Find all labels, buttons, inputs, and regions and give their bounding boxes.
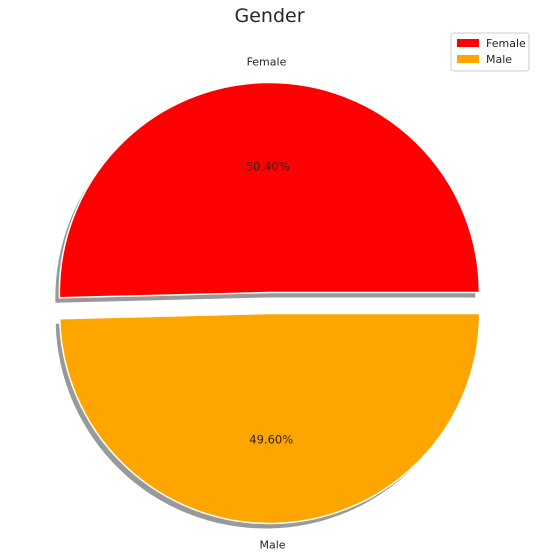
legend-swatch-male: [457, 55, 479, 63]
chart-title: Gender: [234, 5, 304, 27]
pie-slices: [58, 81, 481, 525]
slice-percent-female: 50.40%: [246, 160, 290, 174]
legend-swatch-female: [457, 39, 479, 47]
legend-label-female: Female: [486, 37, 526, 50]
legend: Female Male: [450, 32, 530, 72]
pie-labels: Female 50.40% Male 49.60%: [246, 56, 293, 552]
pie-slice-female: [58, 81, 481, 299]
slice-label-female: Female: [247, 56, 287, 69]
legend-label-male: Male: [486, 53, 512, 66]
pie-slice-male: [58, 312, 481, 525]
slice-label-male: Male: [260, 538, 286, 551]
slice-percent-male: 49.60%: [249, 432, 293, 446]
